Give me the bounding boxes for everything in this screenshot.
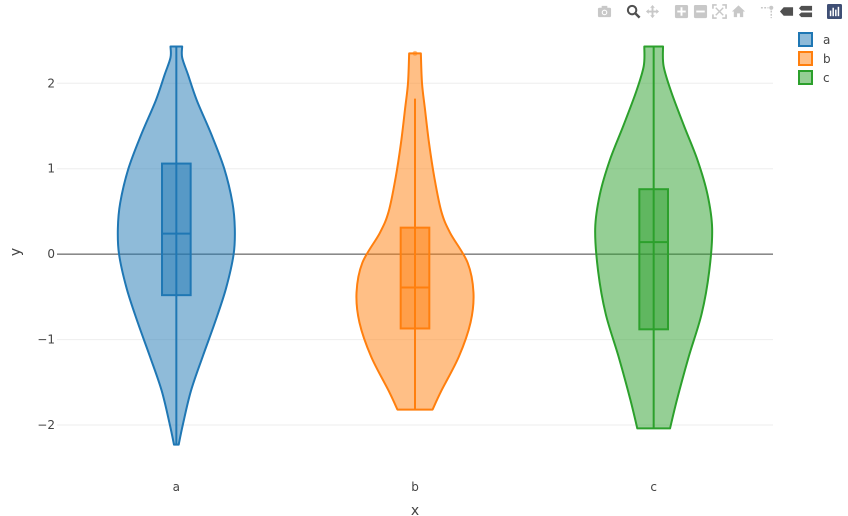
zoom-in-button[interactable] bbox=[672, 2, 691, 20]
legend-swatch bbox=[798, 70, 813, 85]
plotly-logo-icon bbox=[827, 3, 842, 19]
zoom-button[interactable] bbox=[624, 2, 643, 20]
legend-label: b bbox=[823, 51, 831, 66]
violin-traces[interactable] bbox=[116, 45, 714, 446]
y-tick-label: 2 bbox=[47, 76, 55, 90]
x-tick-label: b bbox=[411, 480, 419, 494]
tag-icon bbox=[779, 4, 794, 19]
violin-box-a[interactable] bbox=[161, 162, 192, 297]
violin-b[interactable] bbox=[355, 50, 475, 411]
legend-item-a[interactable]: a bbox=[798, 30, 831, 49]
camera-icon bbox=[597, 4, 612, 19]
y-tick-label: −2 bbox=[37, 418, 55, 432]
autoscale-icon bbox=[712, 3, 727, 19]
legend-item-b[interactable]: b bbox=[798, 49, 831, 68]
violin-c[interactable] bbox=[594, 45, 714, 430]
modebar-group bbox=[825, 2, 844, 20]
hover-compare-button[interactable] bbox=[796, 2, 815, 20]
y-tick-label: −1 bbox=[37, 333, 55, 347]
violin-a[interactable] bbox=[116, 45, 236, 446]
spikeline-icon bbox=[760, 4, 775, 19]
y-axis-title: y bbox=[8, 248, 24, 256]
hover-closest-button[interactable] bbox=[777, 2, 796, 20]
plotly-logo-button[interactable] bbox=[825, 2, 844, 20]
modebar-group bbox=[624, 2, 662, 20]
pan-icon bbox=[645, 4, 660, 19]
x-tick-label: c bbox=[650, 480, 657, 494]
spike-lines-button[interactable] bbox=[758, 2, 777, 20]
legend-label: a bbox=[823, 32, 831, 47]
legend-item-c[interactable]: c bbox=[798, 68, 831, 87]
pan-button[interactable] bbox=[643, 2, 662, 20]
modebar bbox=[585, 2, 844, 20]
home-icon bbox=[731, 4, 746, 19]
modebar-group bbox=[595, 2, 614, 20]
modebar-group bbox=[758, 2, 815, 20]
violin-box-b[interactable] bbox=[399, 226, 431, 330]
autoscale-button[interactable] bbox=[710, 2, 729, 20]
violin-outlier-b[interactable] bbox=[412, 50, 418, 56]
compare-tags-icon bbox=[798, 4, 813, 19]
legend-swatch bbox=[798, 32, 813, 47]
x-axis-ticks: a b c bbox=[173, 480, 657, 494]
legend-label: c bbox=[823, 70, 830, 85]
x-axis-title: x bbox=[411, 503, 419, 516]
download-plot-button[interactable] bbox=[595, 2, 614, 20]
legend-swatch bbox=[798, 51, 813, 66]
y-axis-ticks: −2 −1 0 1 2 bbox=[37, 76, 55, 432]
minus-box-icon bbox=[693, 4, 708, 19]
zoom-icon bbox=[626, 4, 641, 19]
x-tick-label: a bbox=[173, 480, 180, 494]
modebar-group bbox=[672, 2, 748, 20]
zoom-out-button[interactable] bbox=[691, 2, 710, 20]
plus-box-icon bbox=[674, 4, 689, 19]
y-tick-label: 0 bbox=[47, 247, 55, 261]
violin-box-c[interactable] bbox=[638, 188, 669, 331]
reset-axes-button[interactable] bbox=[729, 2, 748, 20]
y-tick-label: 1 bbox=[47, 162, 55, 176]
